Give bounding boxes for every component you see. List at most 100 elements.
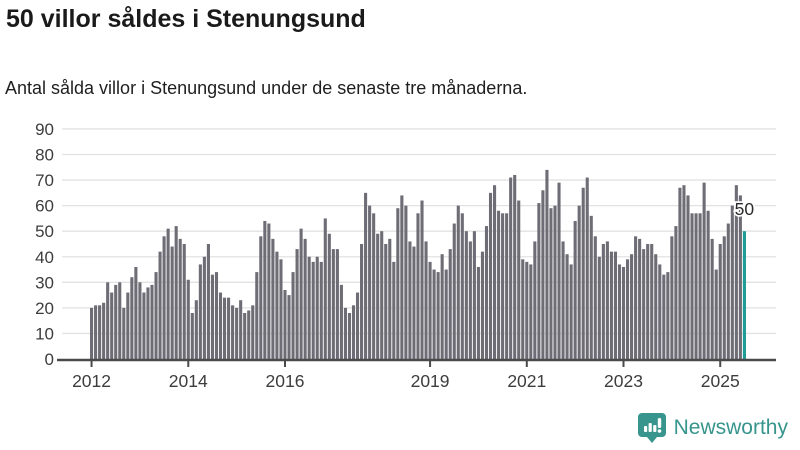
- bar: [565, 254, 569, 359]
- bar: [706, 210, 710, 359]
- bar: [206, 243, 210, 359]
- bar: [388, 238, 392, 359]
- y-axis-tick-label: 50: [35, 222, 54, 241]
- highlighted-bar: [742, 231, 746, 359]
- bar: [553, 205, 557, 359]
- bar: [134, 266, 138, 359]
- bar: [271, 238, 275, 359]
- bar: [194, 300, 198, 359]
- x-axis-tick-label: 2025: [701, 371, 740, 391]
- bar: [517, 200, 521, 359]
- bar: [198, 264, 202, 359]
- bar: [690, 213, 694, 359]
- bar: [698, 213, 702, 359]
- bar: [472, 231, 476, 359]
- bar: [589, 215, 593, 359]
- bar: [630, 254, 634, 359]
- bar: [493, 185, 497, 359]
- bar: [714, 269, 718, 359]
- y-axis-tick-label: 70: [35, 171, 54, 190]
- x-axis-tick-label: 2019: [411, 371, 450, 391]
- bar: [420, 200, 424, 359]
- bar: [146, 287, 150, 359]
- bar: [376, 233, 380, 359]
- bar: [299, 228, 303, 359]
- bar: [110, 292, 114, 359]
- bar: [428, 261, 432, 359]
- chart-subtitle: Antal sålda villor i Stenungsund under d…: [5, 78, 528, 98]
- bar: [118, 282, 122, 359]
- bar: [267, 223, 271, 359]
- bar: [581, 187, 585, 359]
- bar: [678, 187, 682, 359]
- bar: [404, 205, 408, 359]
- bar: [412, 246, 416, 359]
- bar: [597, 256, 601, 359]
- bar: [464, 231, 468, 359]
- bar: [460, 213, 464, 359]
- bar-chart: 0 10 20 30 40 50 60 70 80 90 2012 2014 2016 2019 2021 2…: [35, 120, 776, 391]
- bar: [440, 254, 444, 359]
- bar: [549, 208, 553, 359]
- bar: [227, 297, 231, 359]
- bar: [94, 305, 98, 359]
- bar: [545, 169, 549, 359]
- bar: [235, 307, 239, 359]
- bar: [670, 236, 674, 359]
- bar: [323, 218, 327, 359]
- bar: [613, 251, 617, 359]
- bar: [210, 274, 214, 359]
- bar: [452, 223, 456, 359]
- bar: [609, 251, 613, 359]
- x-axis-tick-label: 2023: [604, 371, 643, 391]
- bar: [682, 185, 686, 359]
- bar: [319, 261, 323, 359]
- bar: [625, 259, 630, 359]
- bar: [573, 220, 577, 359]
- bar: [730, 205, 734, 359]
- bar: [662, 274, 666, 359]
- bar: [537, 203, 541, 359]
- bar: [247, 310, 251, 359]
- bar: [287, 295, 291, 359]
- bar: [291, 272, 295, 359]
- bar: [372, 213, 376, 359]
- bar: [448, 249, 452, 359]
- bar: [186, 279, 190, 359]
- bar: [702, 182, 706, 359]
- bar: [694, 213, 698, 359]
- bar: [710, 238, 714, 359]
- bar: [726, 223, 730, 359]
- bar: [355, 292, 360, 359]
- bar: [283, 289, 287, 359]
- bar: [480, 251, 485, 359]
- bar: [638, 238, 642, 359]
- bar: [456, 205, 460, 359]
- bar: [347, 312, 352, 359]
- bar: [605, 241, 609, 359]
- bar: [102, 302, 106, 359]
- bar: [339, 284, 343, 359]
- bar: [593, 236, 597, 359]
- bar: [106, 282, 110, 359]
- bar: [98, 305, 102, 359]
- bar: [561, 241, 565, 359]
- bar: [444, 269, 448, 359]
- bar: [432, 269, 436, 359]
- bar: [279, 259, 283, 359]
- bar: [621, 266, 626, 359]
- page-title: 50 villor såldes i Stenungsund: [6, 5, 366, 33]
- bar: [142, 292, 146, 359]
- bar: [251, 305, 255, 359]
- x-axis-tick-label: 2012: [72, 371, 111, 391]
- bar: [239, 300, 243, 359]
- bar: [275, 251, 279, 359]
- bar: [488, 192, 493, 359]
- bar: [533, 241, 537, 359]
- bar: [295, 249, 299, 359]
- brand-name: Newsworthy: [673, 416, 788, 439]
- bar: [424, 241, 428, 359]
- bar: [392, 261, 396, 359]
- bar: [130, 277, 134, 359]
- bar: [174, 226, 178, 359]
